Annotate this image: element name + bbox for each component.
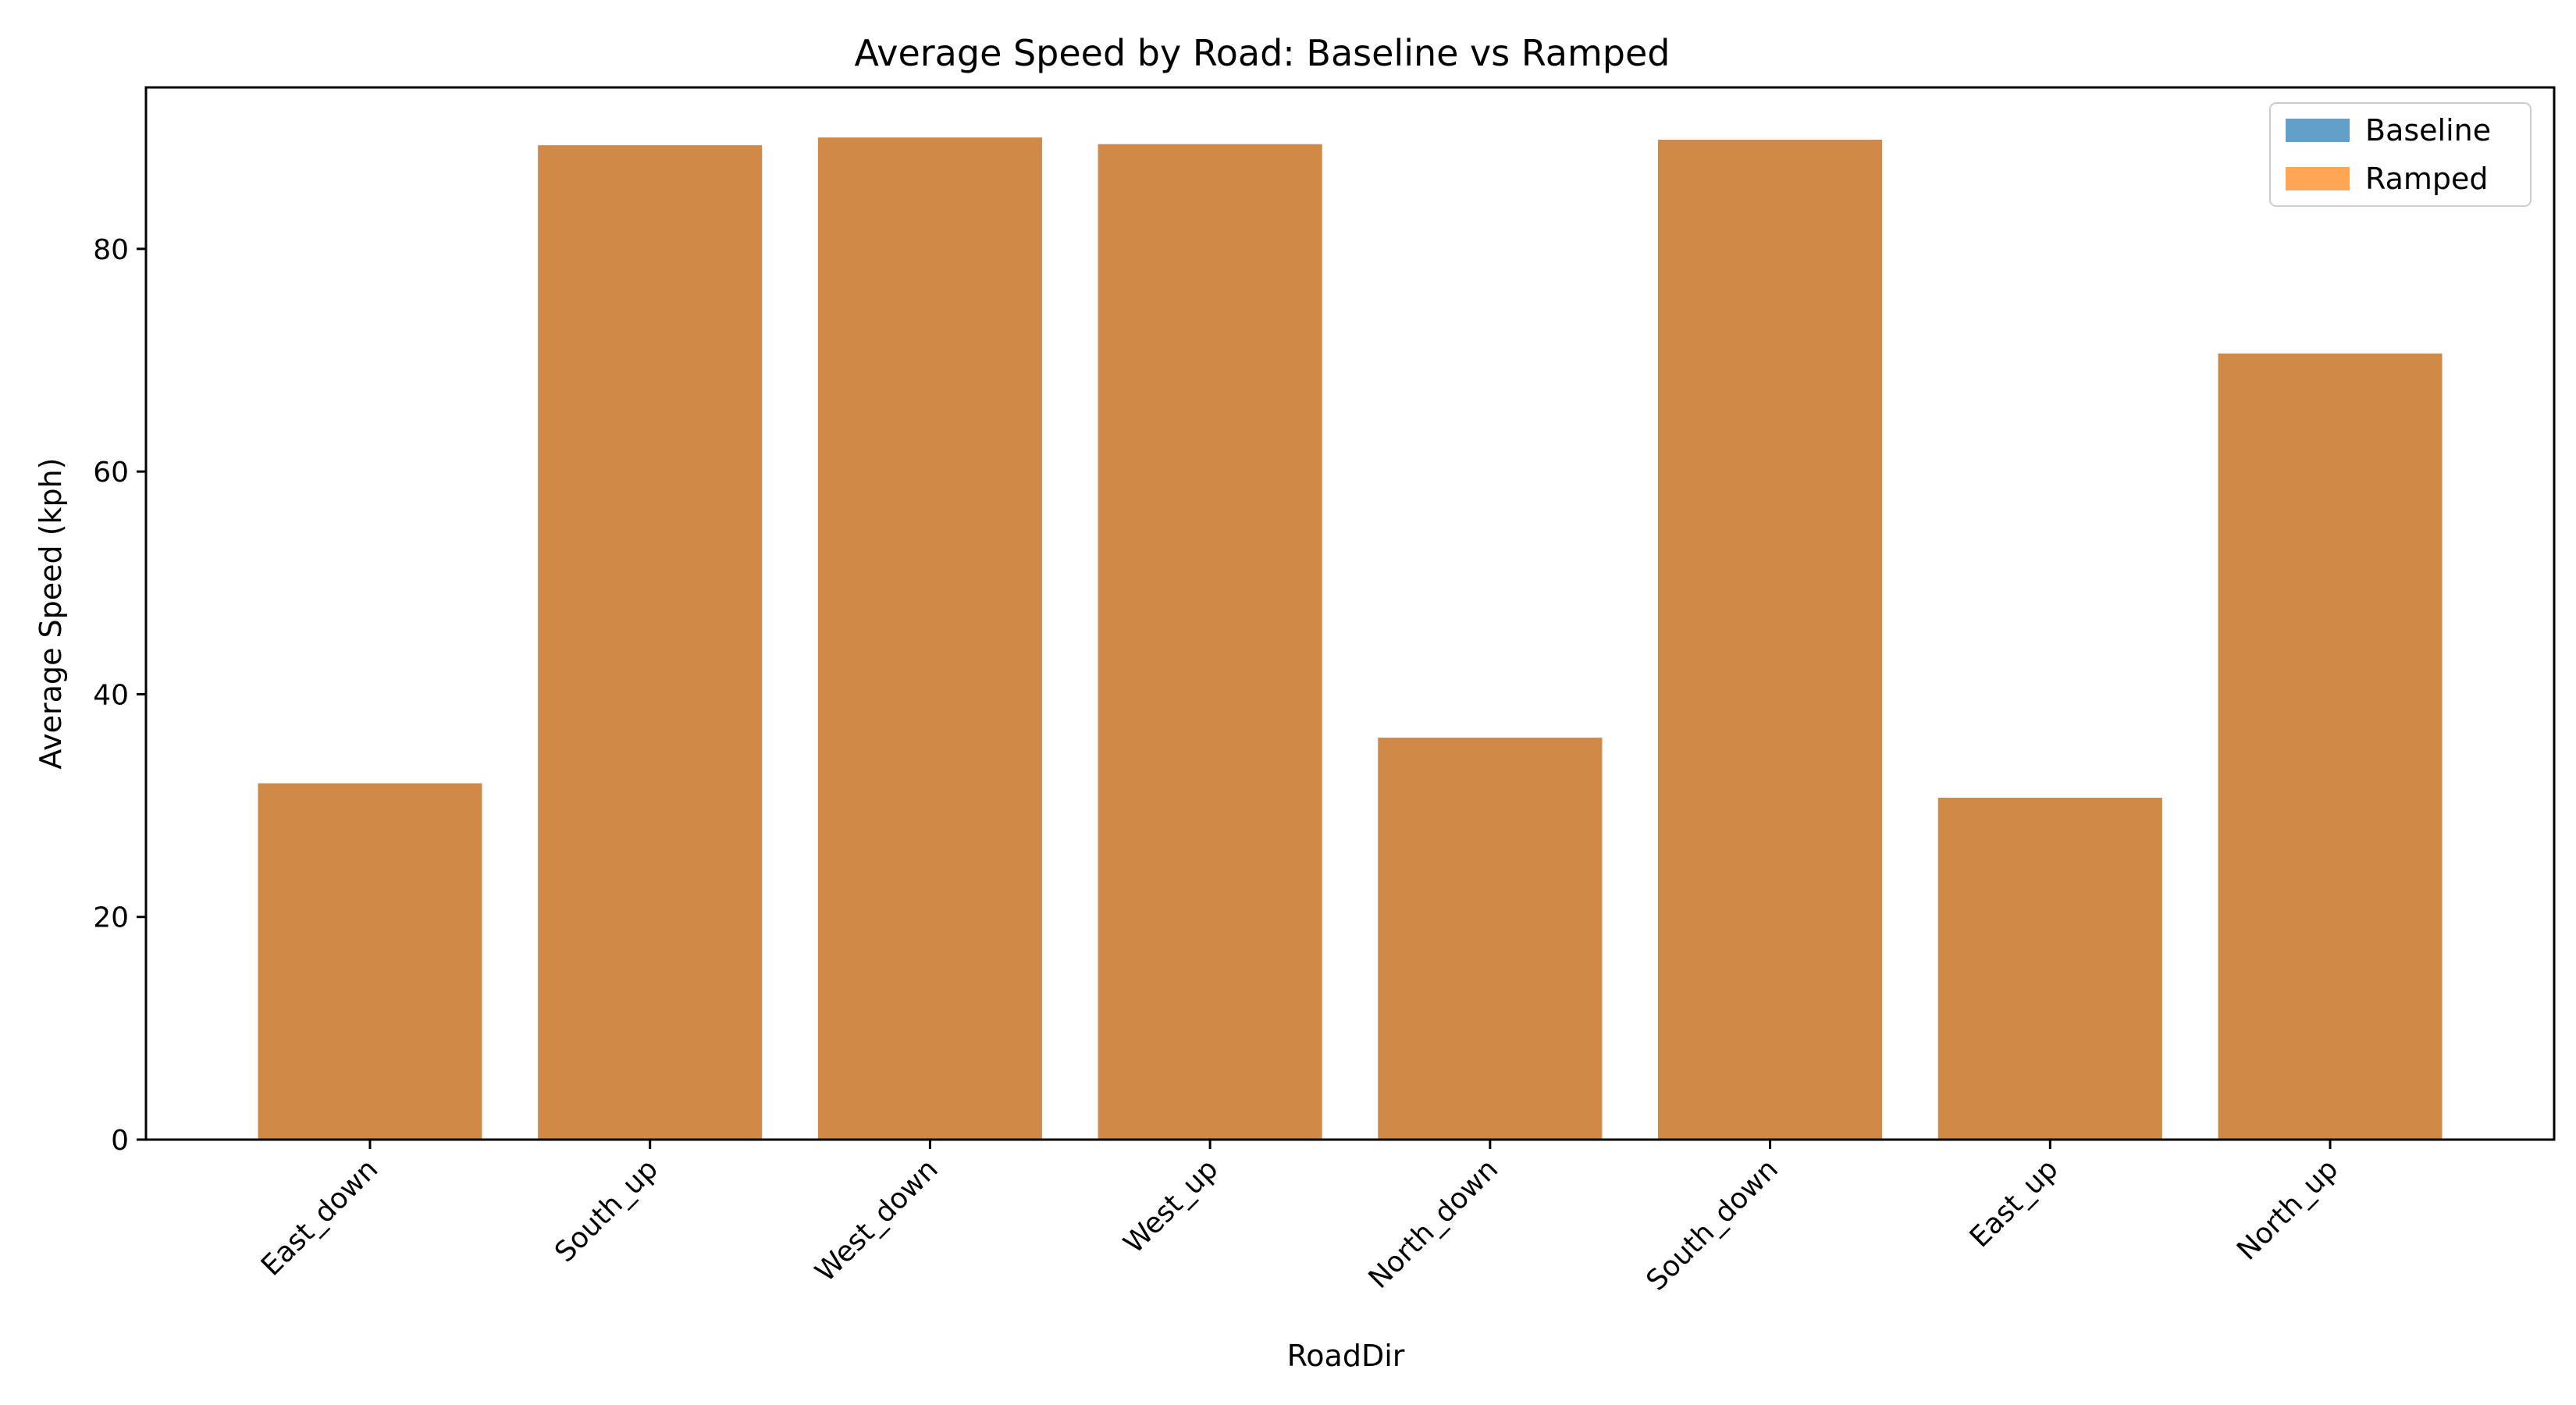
y-tick-label: 40 bbox=[93, 679, 129, 711]
legend: Baseline Ramped bbox=[2269, 102, 2532, 207]
legend-label-baseline: Baseline bbox=[2365, 113, 2491, 148]
legend-swatch-baseline bbox=[2286, 119, 2350, 142]
bar-ramped-west-down bbox=[817, 137, 1042, 1140]
y-axis: 0 20 40 60 80 bbox=[93, 234, 146, 1157]
bar-ramped-north-up bbox=[2218, 353, 2443, 1140]
y-tick-label: 0 bbox=[111, 1125, 129, 1157]
legend-swatch-ramped bbox=[2286, 167, 2350, 190]
legend-label-ramped: Ramped bbox=[2365, 162, 2489, 196]
bar-ramped-east-up bbox=[1937, 798, 2162, 1140]
bar-ramped-west-up bbox=[1098, 144, 1322, 1140]
bars-group bbox=[258, 137, 2443, 1140]
y-axis-label: Average Speed (kph) bbox=[34, 457, 68, 769]
y-tick-label: 80 bbox=[93, 234, 129, 266]
bar-ramped-east-down bbox=[258, 783, 482, 1140]
plot-frame bbox=[144, 86, 2556, 1141]
y-tick-label: 20 bbox=[93, 902, 129, 934]
bar-ramped-north-down bbox=[1378, 738, 1603, 1140]
bar-ramped-south-down bbox=[1658, 140, 1883, 1140]
y-tick-label: 60 bbox=[93, 457, 129, 489]
x-axis-label: RoadDir bbox=[1287, 1339, 1405, 1373]
chart-title: Average Speed by Road: Baseline vs Rampe… bbox=[854, 32, 1670, 74]
bar-ramped-south-up bbox=[538, 145, 763, 1140]
